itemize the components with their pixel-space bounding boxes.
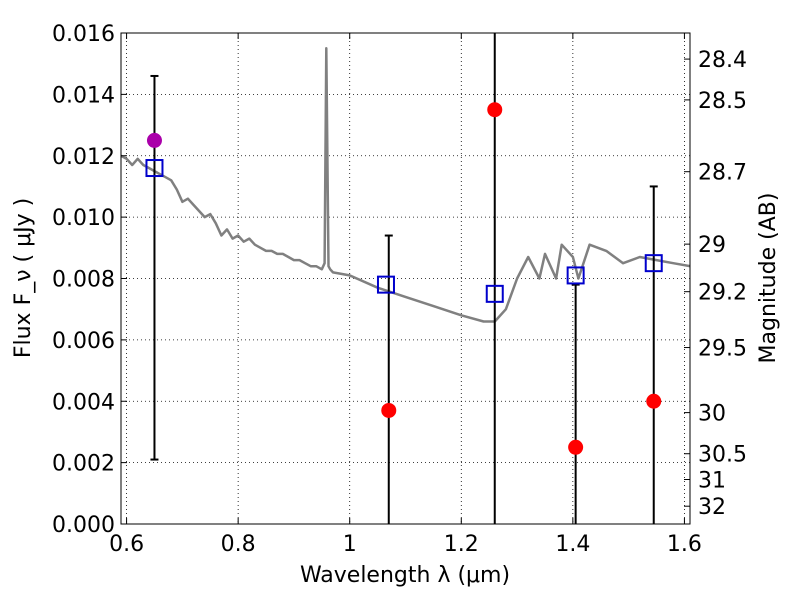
y-tick-label: 0.014: [52, 83, 115, 108]
y-tick-label: 0.004: [52, 390, 115, 415]
observed-flux-point: [568, 439, 584, 455]
magnitude-tick-label: 28.5: [698, 89, 747, 114]
y-axis-label-left: Flux F_ν ( μJy ): [11, 198, 36, 358]
axis-ticks: 0.6 0.8 1 1.2 1.4 1.6 0.000 0.002 0.004 0.006 0.00…: [52, 22, 747, 557]
magnitude-tick-label: 30.5: [698, 443, 747, 468]
x-tick-label: 1.4: [555, 532, 590, 557]
model-band-square: [566, 266, 585, 285]
y-tick-label: 0.012: [52, 145, 115, 170]
data-layer: [121, 33, 690, 524]
model-spectrum-line: [121, 47, 690, 323]
observed-flux-point: [381, 402, 397, 418]
x-tick-label: 1.2: [444, 532, 479, 557]
magnitude-tick-label: 32: [698, 495, 726, 520]
observed-flux-point: [487, 102, 503, 118]
model-band-square: [644, 254, 663, 273]
magnitude-tick-label: 29: [698, 233, 726, 258]
x-axis-label: Wavelength λ (μm): [300, 563, 510, 588]
detected-flux-point: [146, 132, 162, 148]
y-tick-label: 0.010: [52, 206, 115, 231]
y-tick-label: 0.000: [52, 513, 115, 538]
model-band-square: [376, 275, 395, 294]
magnitude-tick-label: 31: [698, 469, 726, 494]
x-tick-label: 1: [343, 532, 357, 557]
y-tick-label: 0.016: [52, 22, 115, 47]
y-tick-label: 0.006: [52, 329, 115, 354]
x-tick-label: 1.6: [667, 532, 702, 557]
x-tick-label: 0.6: [109, 532, 144, 557]
magnitude-tick-label: 30: [698, 402, 726, 427]
magnitude-tick-label: 28.7: [698, 161, 747, 186]
observed-flux-point: [646, 393, 662, 409]
y-tick-label: 0.008: [52, 268, 115, 293]
y-axis-label-right: Magnitude (AB): [756, 193, 781, 364]
y-tick-label: 0.002: [52, 452, 115, 477]
magnitude-tick-label: 29.2: [698, 281, 747, 306]
magnitude-tick-label: 28.4: [698, 48, 747, 73]
x-tick-label: 0.8: [221, 532, 256, 557]
model-band-square: [145, 159, 164, 178]
model-band-square: [485, 284, 504, 303]
magnitude-tick-label: 29.5: [698, 337, 747, 362]
